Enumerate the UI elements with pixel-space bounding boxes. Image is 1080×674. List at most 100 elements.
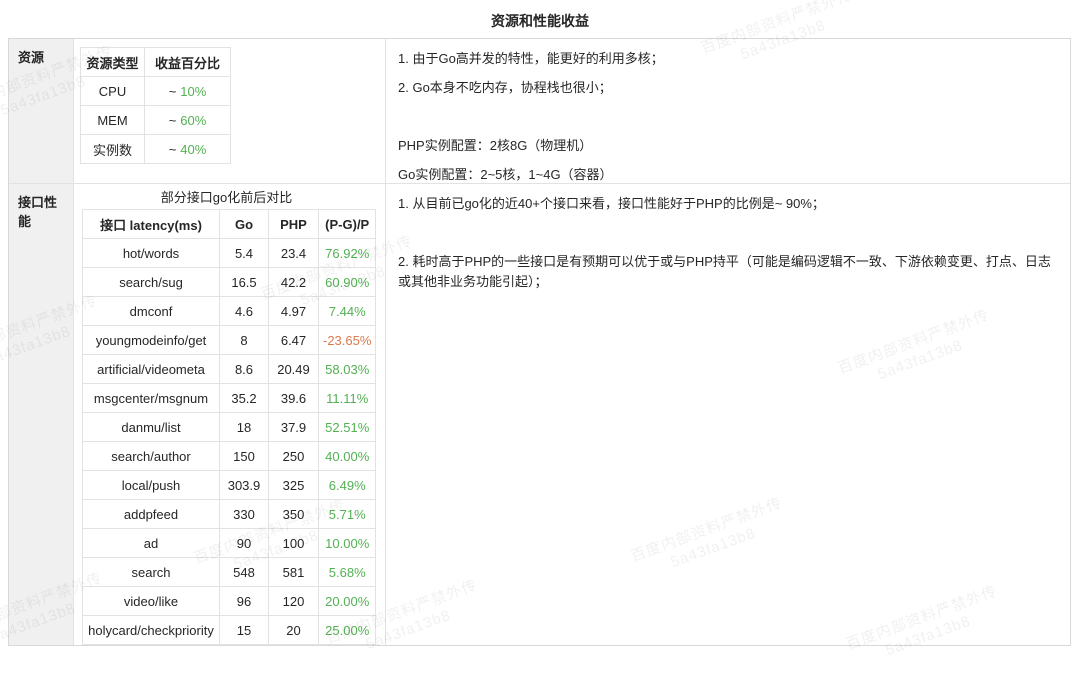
perf-header-row: 接口 latency(ms) Go PHP (P-G)/P [82, 209, 377, 239]
resource-row: CPU ~10% [80, 76, 231, 106]
go-latency-cell: 5.4 [219, 238, 269, 268]
resource-table-body: CPU ~10% MEM ~60% 实例数 ~40% [80, 76, 231, 164]
perf-table-title: 部分接口go化前后对比 [160, 190, 293, 205]
api-name-cell: video/like [82, 586, 220, 616]
benefit-percent-header: 收益百分比 [144, 47, 231, 77]
go-latency-cell: 8.6 [219, 354, 269, 384]
perf-row: ad 90 100 10.00% [82, 528, 377, 558]
go-latency-cell: 150 [219, 441, 269, 471]
benefit-value: 40% [180, 141, 207, 157]
php-latency-cell: 42.2 [268, 267, 319, 297]
note-line: 1. 从目前已go化的近40+个接口来看，接口性能好于PHP的比例是~ 90%； [398, 196, 825, 211]
api-name-cell: local/push [82, 470, 220, 500]
diff-percent-cell: -23.65% [317, 325, 377, 355]
api-name-cell: holycard/checkpriority [82, 615, 220, 645]
note-line: 1. 由于Go高并发的特性，能更好的利用多核； [398, 51, 664, 66]
php-latency-cell: 120 [268, 586, 319, 616]
api-name-cell: msgcenter/msgnum [82, 383, 220, 413]
api-name-cell: artificial/videometa [82, 354, 220, 384]
perf-row: hot/words 5.4 23.4 76.92% [82, 238, 377, 268]
api-latency-header: 接口 latency(ms) [82, 209, 220, 239]
perf-compare-table: 接口 latency(ms) Go PHP (P-G)/P hot/words … [82, 209, 377, 645]
resource-type-header: 资源类型 [80, 47, 145, 77]
diff-percent-cell: 60.90% [317, 267, 377, 297]
diff-header: (P-G)/P [317, 209, 377, 239]
go-latency-cell: 15 [219, 615, 269, 645]
api-name-cell: ad [82, 528, 220, 558]
perf-table-cell: 部分接口go化前后对比 接口 latency(ms) Go PHP (P-G)/… [74, 184, 386, 645]
perf-row: dmconf 4.6 4.97 7.44% [82, 296, 377, 326]
php-latency-cell: 4.97 [268, 296, 319, 326]
php-latency-cell: 20 [268, 615, 319, 645]
benefit-value: 60% [180, 112, 207, 128]
api-name-cell: danmu/list [82, 412, 220, 442]
diff-percent-cell: 6.49% [317, 470, 377, 500]
diff-percent-cell: 52.51% [317, 412, 377, 442]
go-latency-cell: 303.9 [219, 470, 269, 500]
diff-percent-cell: 5.68% [317, 557, 377, 587]
resource-table-cell: 资源类型 收益百分比 CPU ~10% MEM ~60% 实例数 ~40% [74, 39, 386, 184]
perf-row: video/like 96 120 20.00% [82, 586, 377, 616]
perf-row: holycard/checkpriority 15 20 25.00% [82, 615, 377, 645]
benefit-value-cell: ~40% [144, 134, 231, 164]
approx-sign: ~ [168, 83, 177, 99]
note-line [398, 107, 1054, 127]
api-name-cell: addpfeed [82, 499, 220, 529]
diff-percent-cell: 20.00% [317, 586, 377, 616]
diff-percent-cell: 10.00% [317, 528, 377, 558]
resource-header-row: 资源类型 收益百分比 [80, 47, 231, 77]
resource-benefit-table: 资源类型 收益百分比 CPU ~10% MEM ~60% 实例数 ~40% [80, 47, 231, 164]
api-name-cell: youngmodeinfo/get [82, 325, 220, 355]
section-label-perf: 接口性能 [9, 184, 74, 645]
perf-notes: 1. 从目前已go化的近40+个接口来看，接口性能好于PHP的比例是~ 90%；… [386, 184, 1070, 645]
php-latency-cell: 100 [268, 528, 319, 558]
php-header: PHP [268, 209, 319, 239]
resource-type-cell: CPU [80, 76, 145, 106]
php-latency-cell: 20.49 [268, 354, 319, 384]
php-latency-cell: 23.4 [268, 238, 319, 268]
php-latency-cell: 39.6 [268, 383, 319, 413]
go-latency-cell: 16.5 [219, 267, 269, 297]
resource-type-cell: 实例数 [80, 134, 145, 164]
perf-row: addpfeed 330 350 5.71% [82, 499, 377, 529]
api-name-cell: dmconf [82, 296, 220, 326]
go-latency-cell: 18 [219, 412, 269, 442]
api-name-cell: search [82, 557, 220, 587]
benefit-value: 10% [180, 83, 207, 99]
perf-row: search/sug 16.5 42.2 60.90% [82, 267, 377, 297]
diff-percent-cell: 11.11% [317, 383, 377, 413]
diff-percent-cell: 76.92% [317, 238, 377, 268]
go-latency-cell: 35.2 [219, 383, 269, 413]
benefit-value-cell: ~60% [144, 105, 231, 135]
resource-row: 实例数 ~40% [80, 134, 231, 164]
go-latency-cell: 96 [219, 586, 269, 616]
api-name-cell: search/author [82, 441, 220, 471]
main-table: 资源 资源类型 收益百分比 CPU ~10% MEM ~60% 实例数 ~40%… [8, 38, 1071, 646]
go-latency-cell: 90 [219, 528, 269, 558]
php-latency-cell: 350 [268, 499, 319, 529]
note-line: 2. 耗时高于PHP的一些接口是有预期可以优于或与PHP持平（可能是编码逻辑不一… [398, 254, 1051, 289]
perf-row: search 548 581 5.68% [82, 557, 377, 587]
go-latency-cell: 548 [219, 557, 269, 587]
go-latency-cell: 330 [219, 499, 269, 529]
php-latency-cell: 37.9 [268, 412, 319, 442]
perf-row: msgcenter/msgnum 35.2 39.6 11.11% [82, 383, 377, 413]
go-header: Go [219, 209, 269, 239]
diff-percent-cell: 58.03% [317, 354, 377, 384]
perf-row: youngmodeinfo/get 8 6.47 -23.65% [82, 325, 377, 355]
perf-table-body: hot/words 5.4 23.4 76.92% search/sug 16.… [82, 238, 377, 645]
perf-row: search/author 150 250 40.00% [82, 441, 377, 471]
diff-percent-cell: 40.00% [317, 441, 377, 471]
go-latency-cell: 4.6 [219, 296, 269, 326]
api-name-cell: search/sug [82, 267, 220, 297]
perf-row: local/push 303.9 325 6.49% [82, 470, 377, 500]
diff-percent-cell: 25.00% [317, 615, 377, 645]
api-name-cell: hot/words [82, 238, 220, 268]
resource-notes: 1. 由于Go高并发的特性，能更好的利用多核； 2. Go本身不吃内存，协程栈也很… [386, 39, 1070, 184]
perf-row: danmu/list 18 37.9 52.51% [82, 412, 377, 442]
page-title: 资源和性能收益 [491, 13, 589, 29]
approx-sign: ~ [168, 112, 177, 128]
section-label-resource: 资源 [9, 39, 74, 184]
php-latency-cell: 6.47 [268, 325, 319, 355]
benefit-value-cell: ~10% [144, 76, 231, 106]
